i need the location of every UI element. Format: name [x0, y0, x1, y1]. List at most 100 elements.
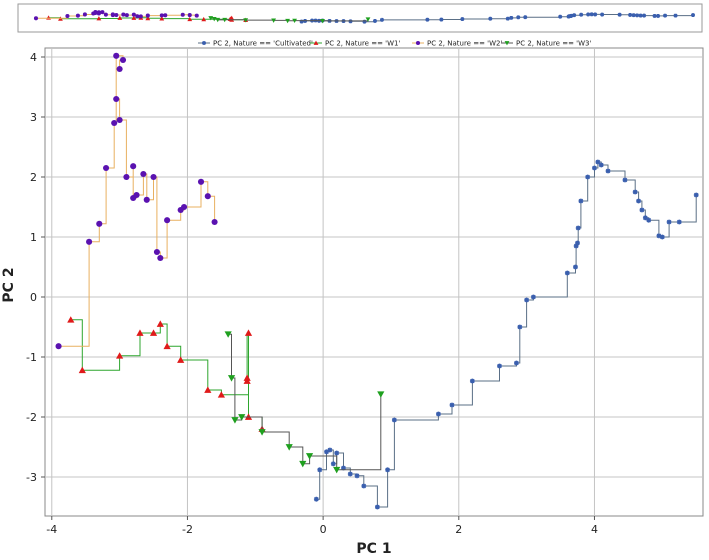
- data-point-w1: [149, 329, 158, 336]
- overview-series-w2: [33, 10, 199, 21]
- overview-point-cultivated: [663, 13, 667, 18]
- series-layer: [55, 52, 699, 510]
- overview-point-w3: [320, 19, 325, 24]
- overview-point-cultivated: [691, 13, 695, 17]
- data-point-cultivated: [693, 192, 699, 198]
- data-point-cultivated: [449, 402, 455, 408]
- data-point-cultivated: [313, 496, 319, 502]
- data-point-cultivated: [595, 159, 601, 165]
- overview-point-cultivated: [600, 12, 605, 17]
- overview-point-cultivated: [617, 12, 622, 17]
- data-point-w2: [197, 178, 205, 185]
- data-point-w2: [157, 254, 164, 262]
- data-point-cultivated: [514, 360, 519, 366]
- overview-point-w2: [180, 12, 185, 17]
- overview-point-w2: [187, 13, 192, 18]
- data-point-w1: [163, 342, 171, 350]
- data-point-cultivated: [632, 189, 638, 195]
- data-point-cultivated: [327, 447, 333, 453]
- data-point-w2: [140, 170, 147, 178]
- data-point-w1: [156, 320, 164, 327]
- legend-entry-cultivated[interactable]: PC 2, Nature == 'Cultivated': [198, 40, 313, 48]
- overview-point-w1: [117, 15, 123, 20]
- series-w2: [55, 52, 218, 350]
- overview-point-w2: [110, 13, 115, 18]
- overview-point-w2: [131, 12, 136, 17]
- overview-point-w1: [159, 16, 165, 21]
- data-point-w2: [150, 173, 157, 181]
- legend-entry-w1[interactable]: PC 2, Nature == 'W1': [310, 40, 400, 48]
- data-point-w3: [224, 331, 232, 338]
- data-point-cultivated: [531, 294, 536, 300]
- data-point-cultivated: [642, 215, 648, 221]
- data-point-w2: [111, 119, 118, 127]
- legend-label-w2: PC 2, Nature == 'W2': [427, 40, 502, 48]
- data-point-w1: [204, 386, 212, 393]
- data-point-w1: [116, 352, 124, 359]
- ticks: -4 -2 0 2 4 -3 -2 -1 0 1 2 3 4: [26, 51, 598, 536]
- overview-point-w2: [100, 10, 105, 15]
- data-point-w2: [153, 248, 160, 256]
- overview-point-w2: [135, 14, 140, 19]
- legend-label-cultivated: PC 2, Nature == 'Cultivated': [213, 40, 313, 48]
- data-point-cultivated: [659, 234, 665, 240]
- series-cultivated: [313, 159, 699, 510]
- overview-point-cultivated: [373, 18, 377, 23]
- x-tick-label: 0: [320, 523, 327, 536]
- data-point-cultivated: [436, 411, 441, 417]
- series-line-w3: [228, 333, 382, 471]
- data-point-cultivated: [324, 449, 329, 455]
- data-point-w2: [119, 56, 127, 64]
- series-w1: [67, 316, 266, 432]
- overview-point-w2: [103, 12, 108, 17]
- overview-point-w2: [163, 13, 168, 18]
- overview-point-cultivated: [652, 13, 657, 18]
- data-point-w1: [177, 356, 185, 363]
- data-point-cultivated: [347, 471, 353, 477]
- overview-point-cultivated: [509, 15, 514, 20]
- legend: PC 2, Nature == 'Cultivated' PC 2, Nature…: [198, 40, 591, 48]
- data-point-cultivated: [573, 243, 579, 249]
- overview-point-w2: [159, 13, 164, 18]
- overview-point-cultivated: [579, 12, 584, 17]
- data-point-cultivated: [592, 165, 597, 171]
- overview-point-w3: [365, 17, 371, 22]
- data-point-cultivated: [334, 450, 340, 456]
- data-point-w2: [123, 173, 130, 181]
- overview-point-w3: [222, 17, 228, 23]
- overview-point-cultivated: [673, 13, 678, 18]
- data-point-w2: [113, 95, 120, 103]
- data-point-cultivated: [317, 467, 323, 473]
- overview-point-cultivated: [586, 12, 591, 17]
- overview-point-cultivated: [593, 12, 598, 17]
- overview-point-w2: [65, 14, 70, 19]
- overview-point-cultivated: [425, 17, 430, 22]
- data-point-w2: [130, 163, 137, 170]
- overview-point-cultivated: [505, 16, 510, 21]
- data-point-cultivated: [666, 219, 672, 225]
- overview-point-w2: [96, 11, 101, 16]
- overview-point-cultivated: [362, 19, 367, 24]
- overview-point-cultivated: [299, 19, 304, 24]
- data-point-w3: [227, 375, 236, 382]
- overview-point-w3: [292, 18, 297, 24]
- legend-entry-w3[interactable]: PC 2, Nature == 'W3': [501, 40, 591, 48]
- data-point-w2: [113, 52, 120, 59]
- legend-entry-w2[interactable]: PC 2, Nature == 'W2': [412, 40, 502, 48]
- y-tick-label: 4: [30, 51, 37, 64]
- x-tick-label: -2: [182, 523, 193, 536]
- legend-marker-w3: [504, 41, 510, 46]
- data-point-cultivated: [361, 483, 367, 489]
- overview-point-w3: [215, 17, 221, 23]
- data-point-w1: [244, 329, 253, 336]
- legend-label-w1: PC 2, Nature == 'W1': [325, 40, 400, 48]
- data-point-w3: [305, 453, 314, 460]
- data-point-cultivated: [497, 363, 502, 369]
- data-point-cultivated: [622, 177, 628, 183]
- overview-point-cultivated: [638, 13, 643, 18]
- y-tick-label: 1: [30, 231, 37, 244]
- data-point-cultivated: [374, 504, 380, 510]
- data-point-cultivated: [636, 198, 641, 204]
- data-point-w2: [96, 220, 103, 227]
